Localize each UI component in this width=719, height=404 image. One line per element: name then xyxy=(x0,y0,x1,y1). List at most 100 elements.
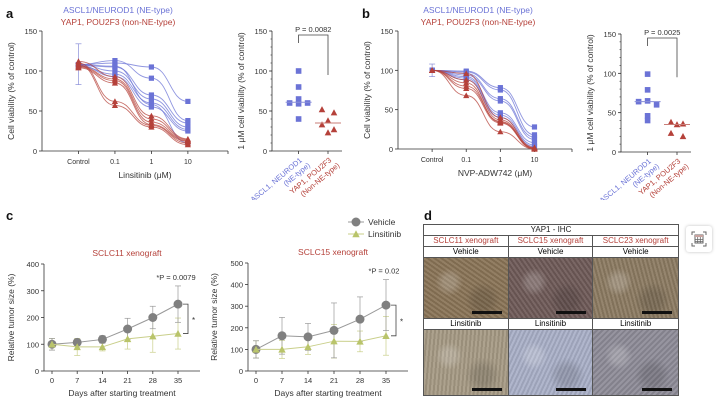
panel-a-scatter-chart: 0 50 100 150 1 μM cell viability (% of contr… xyxy=(236,25,342,200)
data-point xyxy=(277,331,287,341)
data-point xyxy=(330,126,338,133)
data-point xyxy=(295,84,302,90)
data-point xyxy=(355,314,365,324)
x-tick-label: 0 xyxy=(50,376,54,385)
chart-title: SCLC15 xenograft xyxy=(298,247,369,257)
data-point xyxy=(112,58,118,64)
data-point xyxy=(324,117,332,124)
data-point xyxy=(148,115,155,122)
data-point xyxy=(653,102,660,108)
x-tick-label: Control xyxy=(67,159,90,166)
data-point xyxy=(304,100,311,106)
scale-bar xyxy=(641,311,672,314)
ihc-image-grid: YAP1 - IHC SCLC11 xenograft SCLC15 xenog… xyxy=(423,224,679,396)
significance-bracket xyxy=(183,303,189,334)
ihc-image-linsitinib xyxy=(593,330,678,395)
data-point xyxy=(463,85,470,92)
data-point xyxy=(148,75,155,81)
data-point xyxy=(644,71,651,77)
y-tick-label: 50 xyxy=(385,106,393,115)
series-line-NE-4 xyxy=(432,69,535,141)
legend-non-ne: YAP1, POU2F3 (non-NE-type) xyxy=(61,17,176,27)
data-point xyxy=(463,70,470,77)
x-tick-label: 7 xyxy=(280,376,284,385)
data-point xyxy=(497,87,503,93)
data-point xyxy=(97,334,107,344)
scale-bar xyxy=(471,311,502,314)
legend-marker-vehicle xyxy=(351,217,361,227)
data-point xyxy=(123,335,132,343)
data-point xyxy=(123,324,133,334)
series-line-NE-5 xyxy=(432,69,535,144)
data-point xyxy=(381,300,391,310)
data-point xyxy=(497,98,503,104)
y-axis-label: Relative tumor size (%) xyxy=(209,273,219,361)
y-tick-label: 200 xyxy=(230,324,243,333)
data-point xyxy=(644,87,651,93)
significance-star: * xyxy=(192,316,195,325)
panel-label-d: d xyxy=(424,208,432,223)
ihc-treated-label: Linsitinib xyxy=(424,319,509,330)
series-line-nonNE-6 xyxy=(432,69,535,149)
y-axis-label: 1 μM cell viability (% of control) xyxy=(585,34,595,151)
scale-bar xyxy=(471,388,502,391)
panel-label-a: a xyxy=(6,6,14,21)
data-point xyxy=(329,325,339,335)
series-line-nonNE-6 xyxy=(78,66,188,142)
data-point xyxy=(330,337,338,345)
p-value-label: *P = 0.02 xyxy=(369,267,400,276)
x-tick-label: 10 xyxy=(184,159,192,166)
ihc-vehicle-label: Vehicle xyxy=(508,247,594,258)
legend-ne: ASCL1/NEUROD1 (NE-type) xyxy=(63,5,173,15)
x-tick-label: 28 xyxy=(149,376,157,385)
x-axis-label: Days after starting treatment xyxy=(274,388,382,398)
series-line-vehicle xyxy=(51,303,179,345)
data-point xyxy=(667,129,675,136)
data-point xyxy=(185,120,191,126)
ihc-col-header: SCLC23 xenograft xyxy=(593,236,678,247)
data-point xyxy=(330,109,338,116)
legend-ne: ASCL1/NEUROD1 (NE-type) xyxy=(423,5,533,15)
data-point xyxy=(531,136,538,143)
p-value-label: P = 0.0025 xyxy=(644,28,680,37)
y-tick-label: 300 xyxy=(230,302,243,311)
legend-label-linsitinib: Linsitinib xyxy=(368,229,401,239)
legend-label-vehicle: Vehicle xyxy=(368,217,396,227)
y-tick-label: 0 xyxy=(239,367,243,376)
x-tick-label: 35 xyxy=(382,376,390,385)
chart-title: SCLC11 xenograft xyxy=(92,248,162,258)
ihc-title: YAP1 - IHC xyxy=(424,225,678,236)
panel-c-sclc11-chart: 0 100 200 300 400 Relative tumor size (%) 0 7 14… xyxy=(6,248,200,398)
ihc-col-header: SCLC15 xenograft xyxy=(508,236,594,247)
y-tick-label: 100 xyxy=(603,69,616,78)
data-point xyxy=(463,79,470,86)
data-point xyxy=(148,96,155,102)
panel-b-scatter-chart: 0 50 100 150 1 μM cell viability (% of contr… xyxy=(585,28,691,200)
series-line-nonNE-1 xyxy=(432,69,535,148)
x-tick-label: 7 xyxy=(75,376,79,385)
data-point xyxy=(497,119,504,125)
panel-b-dose-response-chart: 0 50 100 150 Cell viability (% of control) Co… xyxy=(362,5,573,178)
data-point xyxy=(667,118,675,125)
data-point xyxy=(252,345,260,353)
data-point xyxy=(72,337,82,347)
significance-bracket xyxy=(647,37,678,78)
ihc-image-vehicle xyxy=(593,258,678,319)
data-point xyxy=(149,332,157,340)
view-table-button[interactable] xyxy=(686,226,712,252)
series-line-NE-3 xyxy=(78,64,188,124)
series-line-NE-5 xyxy=(78,65,188,130)
ihc-image-vehicle xyxy=(424,258,509,319)
series-line-nonNE-2 xyxy=(432,69,535,149)
x-tick-label: 35 xyxy=(174,376,182,385)
y-tick-label: 100 xyxy=(230,345,243,354)
data-point xyxy=(98,343,107,351)
data-point xyxy=(324,129,332,136)
series-line-NE-6 xyxy=(78,64,188,132)
y-tick-label: 100 xyxy=(26,340,39,349)
data-point xyxy=(382,332,390,339)
data-point xyxy=(644,98,651,104)
series-line-NE-2 xyxy=(432,69,535,136)
panel-label-b: b xyxy=(362,6,370,21)
legend-marker-linsitinib xyxy=(352,230,360,238)
